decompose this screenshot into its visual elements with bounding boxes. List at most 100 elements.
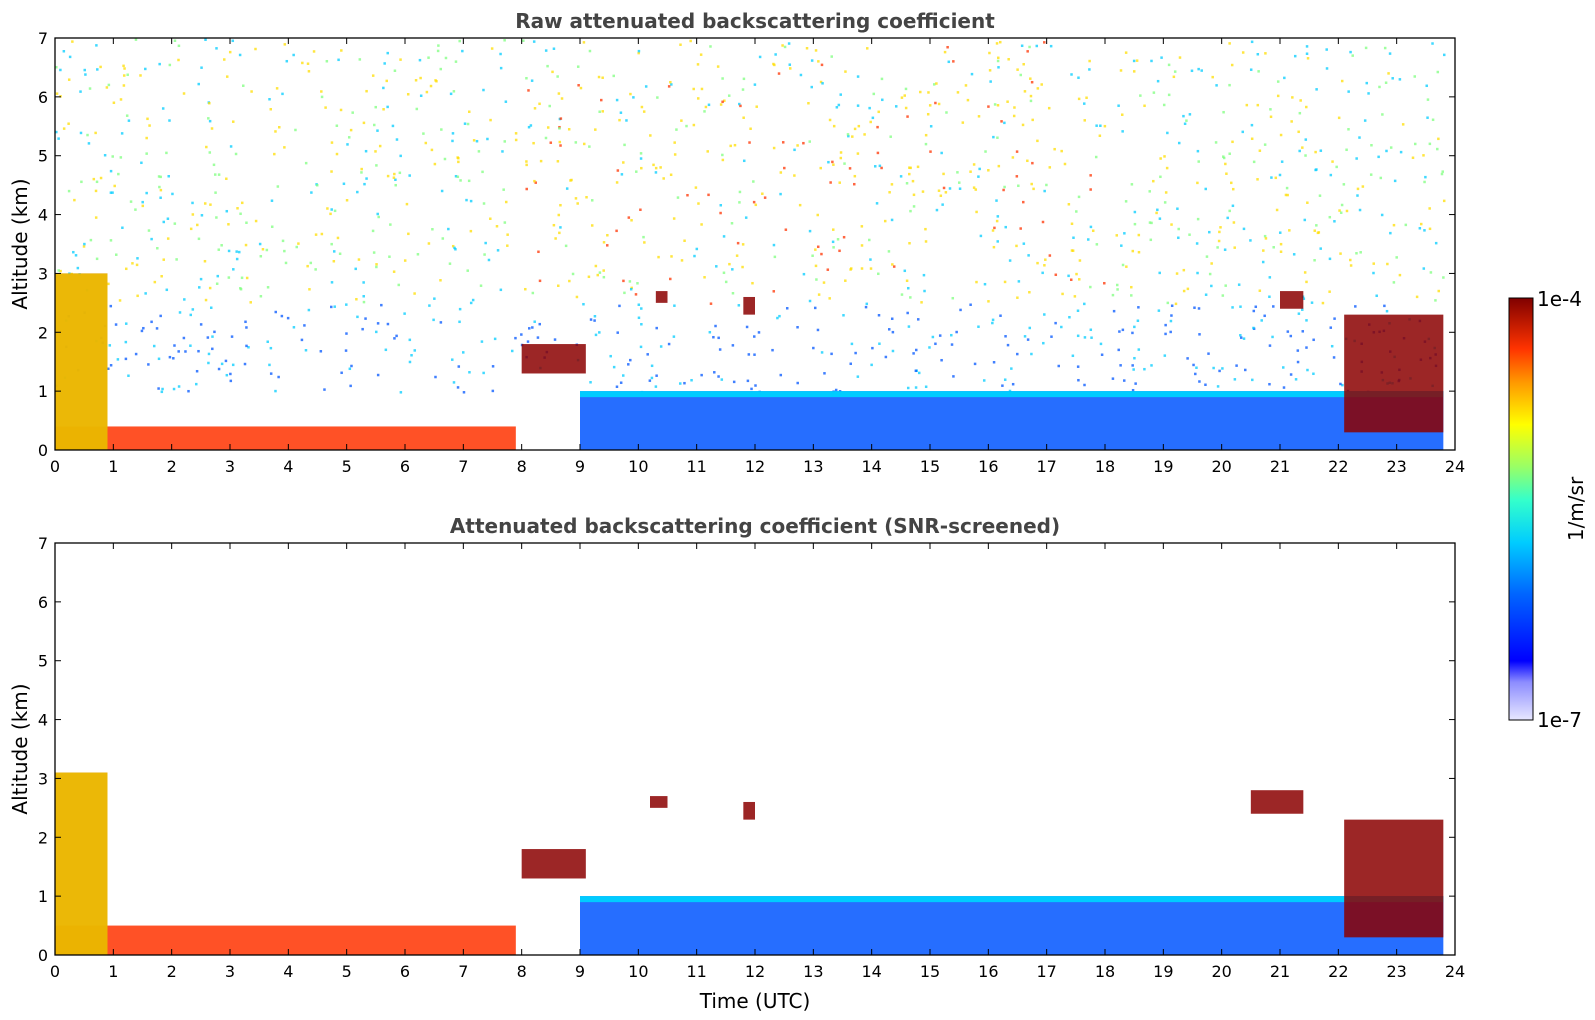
noise-pixel (1345, 209, 1349, 213)
noise-pixel (111, 155, 114, 158)
noise-pixel (1087, 238, 1090, 241)
noise-pixel (1036, 139, 1039, 143)
noise-pixel (598, 331, 601, 334)
noise-pixel (738, 102, 741, 106)
noise-pixel (374, 105, 377, 109)
noise-pixel (276, 185, 280, 188)
noise-pixel (1239, 305, 1242, 308)
noise-pixel (1262, 249, 1265, 252)
noise-pixel (999, 40, 1002, 44)
noise-pixel (1082, 102, 1086, 105)
noise-pixel (1312, 338, 1315, 342)
noise-pixel (437, 44, 440, 47)
noise-pixel (225, 177, 228, 181)
x-tick-label: 16 (978, 457, 998, 476)
noise-pixel (225, 75, 229, 78)
plot-frame (54, 37, 1456, 451)
noise-pixel (537, 250, 540, 254)
noise-pixel (750, 387, 753, 391)
noise-pixel (236, 207, 239, 210)
noise-pixel (1228, 152, 1231, 155)
noise-pixel (814, 264, 818, 268)
noise-pixel (1041, 271, 1044, 275)
noise-pixel (887, 328, 891, 331)
noise-pixel (906, 311, 909, 315)
noise-pixel (156, 246, 159, 250)
noise-pixel (157, 387, 160, 390)
noise-pixel (1175, 272, 1179, 275)
x-tick-label: 21 (1270, 457, 1290, 476)
noise-pixel (568, 279, 571, 283)
y-tick-label: 1 (38, 887, 48, 906)
noise-pixel (468, 371, 471, 374)
noise-pixel (785, 307, 789, 310)
noise-pixel (357, 258, 361, 261)
noise-pixel (213, 173, 217, 176)
noise-pixel (496, 249, 500, 252)
noise-pixel (1354, 305, 1357, 308)
noise-pixel (1306, 57, 1310, 60)
noise-pixel (982, 379, 986, 382)
noise-pixel (1211, 75, 1214, 79)
noise-pixel (165, 288, 169, 292)
noise-pixel (872, 92, 876, 96)
noise-pixel (1210, 284, 1213, 288)
noise-pixel (900, 96, 904, 99)
noise-pixel (831, 160, 834, 164)
noise-pixel (736, 241, 740, 245)
noise-pixel (95, 44, 98, 47)
noise-pixel (637, 303, 641, 306)
noise-pixel (830, 352, 833, 356)
noise-pixel (187, 389, 190, 393)
noise-pixel (1134, 382, 1137, 385)
noise-pixel (868, 106, 871, 110)
noise-pixel (832, 163, 835, 166)
noise-pixel (856, 375, 860, 378)
noise-pixel (1075, 210, 1078, 213)
noise-pixel (1392, 281, 1396, 284)
noise-pixel (55, 130, 58, 134)
noise-pixel (191, 213, 195, 216)
noise-pixel (79, 131, 83, 135)
noise-pixel (1017, 280, 1021, 283)
noise-pixel (166, 217, 170, 220)
noise-pixel (915, 348, 918, 352)
noise-pixel (538, 102, 541, 106)
noise-pixel (544, 49, 548, 52)
noise-pixel (565, 187, 569, 190)
noise-pixel (304, 349, 308, 352)
noise-pixel (244, 243, 248, 247)
noise-pixel (499, 52, 502, 56)
noise-pixel (144, 292, 147, 295)
noise-pixel (1356, 187, 1360, 191)
noise-pixel (866, 47, 869, 50)
noise-pixel (1190, 69, 1194, 73)
noise-pixel (395, 138, 399, 141)
noise-pixel (887, 250, 891, 253)
noise-pixel (195, 369, 199, 373)
y-tick-label: 3 (38, 264, 48, 283)
noise-pixel (654, 171, 658, 174)
noise-pixel (55, 92, 59, 95)
noise-pixel (1177, 236, 1180, 240)
noise-pixel (1286, 193, 1289, 197)
noise-pixel (358, 58, 362, 61)
noise-pixel (1242, 227, 1246, 231)
noise-pixel (94, 189, 98, 193)
noise-pixel (208, 119, 212, 123)
noise-pixel (988, 51, 991, 55)
noise-pixel (269, 346, 273, 350)
noise-pixel (330, 170, 333, 173)
noise-pixel (1249, 239, 1252, 242)
noise-pixel (1019, 73, 1022, 77)
noise-pixel (1178, 56, 1182, 59)
noise-pixel (482, 371, 485, 375)
noise-pixel (362, 121, 366, 125)
noise-pixel (1381, 113, 1384, 116)
x-tick-label: 4 (283, 962, 293, 981)
noise-pixel (80, 180, 83, 184)
noise-pixel (1241, 130, 1245, 134)
noise-pixel (489, 217, 492, 221)
noise-pixel (1415, 295, 1419, 299)
noise-pixel (399, 391, 403, 394)
